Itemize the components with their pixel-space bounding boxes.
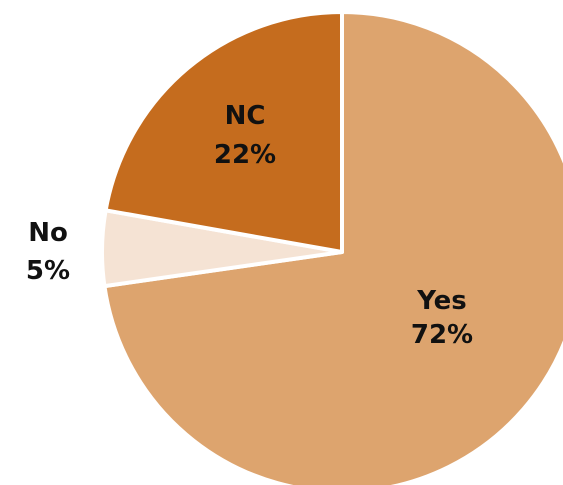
pie-slice-yes [102, 10, 563, 485]
slice-label-yes-name: Yes [416, 286, 467, 316]
slice-label-no-name: No [28, 218, 68, 248]
slice-label-yes: Yes 72% [411, 286, 473, 350]
pie-slices [100, 10, 563, 485]
slice-label-yes-value: 72% [411, 320, 473, 350]
slice-label-no: No 5% [26, 218, 70, 286]
pie-slice-nc [103, 10, 344, 254]
slice-label-no-value: 5% [26, 256, 70, 286]
slice-label-nc: NC 22% [214, 101, 276, 170]
slice-label-nc-name: NC [225, 101, 266, 131]
slice-label-nc-value: 22% [214, 140, 276, 170]
